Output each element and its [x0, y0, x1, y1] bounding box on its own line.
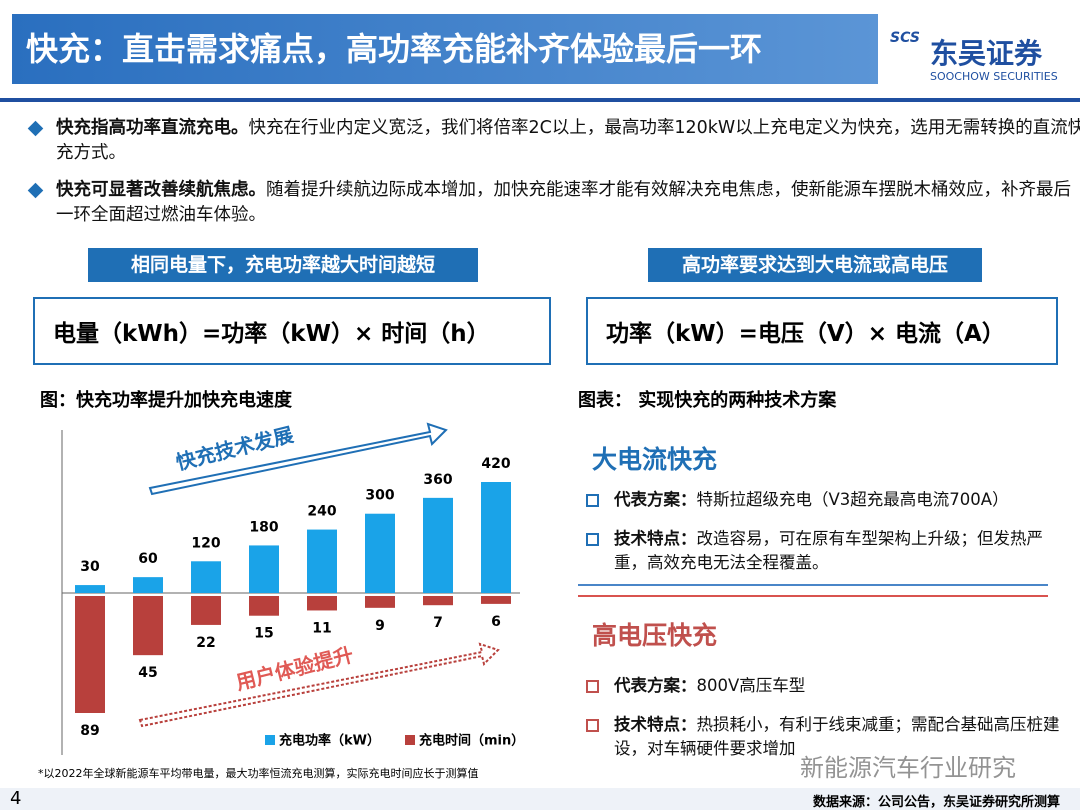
header-rule [0, 98, 1080, 102]
data-label: 7 [433, 615, 443, 631]
legend-label: 充电时间（min） [419, 733, 524, 749]
chart: 快充技术发展 用户体验提升 30 60120180240300360420充电功率… [61, 422, 524, 755]
data-label: 9 [375, 618, 385, 634]
bar [481, 596, 511, 604]
arrow [148, 422, 448, 496]
data-label: 300 [365, 488, 394, 504]
formula-label: 高功率要求达到大电流或高电压 [648, 248, 982, 282]
legend-label: 充电功率（kW） [279, 733, 380, 749]
scheme-point: 技术特点：改造容易，可在原有车型架构上升级；但发热严重，高效充电无法全程覆盖。 [578, 527, 1074, 575]
data-label: 360 [423, 472, 452, 488]
point-key: 代表方案： [614, 676, 697, 695]
point-text: 热损耗小，有利于线束减重；需配合基础高压桩建设，对车辆硬件要求增加 [614, 715, 1060, 758]
legend-swatch [265, 735, 275, 745]
point-text: 改造容易，可在原有车型架构上升级；但发热严重，高效充电无法全程覆盖。 [614, 529, 1043, 572]
page-number: 4 [10, 788, 22, 809]
divider [578, 584, 1048, 586]
bar [365, 513, 395, 593]
title: 快充：直击需求痛点，高功率充能补齐体验最后一环 [26, 30, 763, 68]
scheme-point: 代表方案：特斯拉超级充电（V3超充最高电流700A） [578, 488, 1074, 512]
bar [75, 596, 105, 713]
data-label: 60 [138, 551, 158, 567]
source: 数据来源：公司公告，东吴证券研究所测算 [812, 795, 1060, 810]
bar [481, 482, 511, 593]
scheme-point: 代表方案：800V高压车型 [578, 674, 1074, 698]
watermark: 新能源汽车行业研究 [800, 754, 1016, 782]
bar [133, 577, 163, 593]
data-label: 240 [307, 504, 336, 520]
data-label: 22 [196, 635, 215, 651]
point-text: 800V高压车型 [696, 676, 806, 695]
footer-bar [0, 788, 1080, 810]
bullet: 快充可显著改善续航焦虑。随着提升续航边际成本增加，加快充能速率才能有效解决充电焦… [27, 178, 1080, 228]
data-label: 6 [491, 614, 501, 630]
bullet-bold: 快充可显著改善续航焦虑。 [56, 180, 266, 200]
bar [75, 585, 105, 593]
bar [133, 596, 163, 656]
bar [249, 596, 279, 616]
point-key: 技术特点： [614, 529, 697, 548]
scheme-point: 技术特点：热损耗小，有利于线束减重；需配合基础高压桩建设，对车辆硬件要求增加 [578, 713, 1074, 761]
bar [423, 596, 453, 606]
bar [365, 596, 395, 608]
title-bar [12, 14, 878, 84]
formula: 功率（kW）=电压（V）× 电流（A） [586, 297, 1058, 365]
bar [423, 497, 453, 593]
data-label: 30 [80, 559, 100, 575]
bullet-text: 随着提升续航边际成本增加，加快充能速率才能有效解决充电焦虑，使新能源车摆脱木桶效… [56, 180, 1071, 225]
scheme-name: 高电压快充 [592, 621, 718, 650]
bar [191, 596, 221, 625]
point-text: 特斯拉超级充电（V3超充最高电流700A） [696, 490, 1009, 509]
logo-sub: SOOCHOW SECURITIES [930, 70, 1058, 83]
bar [249, 545, 279, 593]
formula-label: 相同电量下，充电功率越大时间越短 [88, 248, 478, 282]
data-label: 89 [80, 723, 99, 739]
data-label: 420 [481, 456, 510, 472]
schemes-title: 图表： 实现快充的两种技术方案 [578, 390, 837, 411]
footnote: *以2022年全球新能源车平均带电量，最大功率恒流充电测算，实际充电时间应长于测… [38, 767, 479, 780]
data-label: 45 [138, 665, 157, 681]
arrow [138, 642, 500, 728]
bar [307, 529, 337, 593]
legend-swatch [405, 735, 415, 745]
annotation: 用户体验提升 [234, 642, 356, 694]
scheme-name: 大电流快充 [592, 445, 718, 474]
data-label: 180 [249, 519, 278, 535]
logo-name: 东吴证券 [930, 37, 1043, 70]
bullet-text: 快充在行业内定义宽泛，我们将倍率2C以上，最高功率120kW以上充电定义为快充，… [56, 118, 1080, 163]
divider [578, 595, 1048, 597]
data-label: 15 [254, 626, 273, 642]
bullet-bold: 快充指高功率直流充电。 [56, 118, 249, 138]
bar [307, 596, 337, 611]
point-key: 技术特点： [614, 715, 697, 734]
bullet: 快充指高功率直流充电。快充在行业内定义宽泛，我们将倍率2C以上，最高功率120k… [27, 116, 1080, 166]
formula: 电量（kWh）=功率（kW）× 时间（h） [33, 297, 551, 365]
data-label: 120 [191, 535, 220, 551]
chart-title: 图：快充功率提升加快充电速度 [40, 390, 292, 411]
bar [191, 561, 221, 593]
data-label: 11 [312, 620, 331, 636]
point-key: 代表方案： [614, 490, 697, 509]
logo-mark: SCS [890, 30, 920, 46]
